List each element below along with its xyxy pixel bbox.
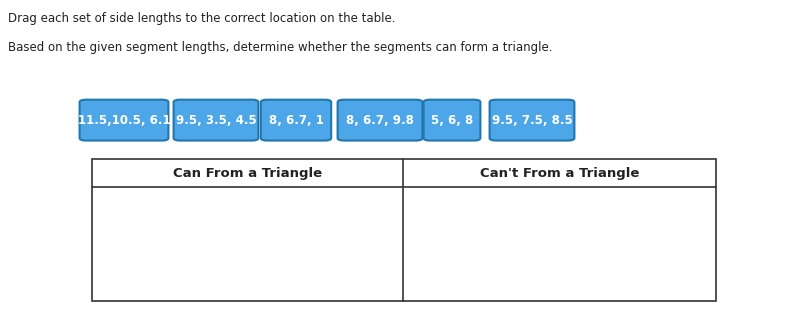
FancyBboxPatch shape — [174, 100, 258, 140]
FancyBboxPatch shape — [80, 100, 169, 140]
Text: 8, 6.7, 9.8: 8, 6.7, 9.8 — [346, 114, 414, 127]
FancyBboxPatch shape — [261, 100, 331, 140]
Text: 9.5, 7.5, 8.5: 9.5, 7.5, 8.5 — [492, 114, 572, 127]
FancyBboxPatch shape — [490, 100, 574, 140]
Text: 9.5, 3.5, 4.5: 9.5, 3.5, 4.5 — [176, 114, 256, 127]
Text: 11.5,10.5, 6.1: 11.5,10.5, 6.1 — [78, 114, 170, 127]
FancyBboxPatch shape — [338, 100, 422, 140]
FancyBboxPatch shape — [424, 100, 480, 140]
Text: Can't From a Triangle: Can't From a Triangle — [480, 167, 639, 180]
Text: Can From a Triangle: Can From a Triangle — [173, 167, 322, 180]
Text: 5, 6, 8: 5, 6, 8 — [431, 114, 473, 127]
Text: 8, 6.7, 1: 8, 6.7, 1 — [269, 114, 323, 127]
Text: Based on the given segment lengths, determine whether the segments can form a tr: Based on the given segment lengths, dete… — [8, 41, 553, 54]
Text: Drag each set of side lengths to the correct location on the table.: Drag each set of side lengths to the cor… — [8, 12, 395, 26]
